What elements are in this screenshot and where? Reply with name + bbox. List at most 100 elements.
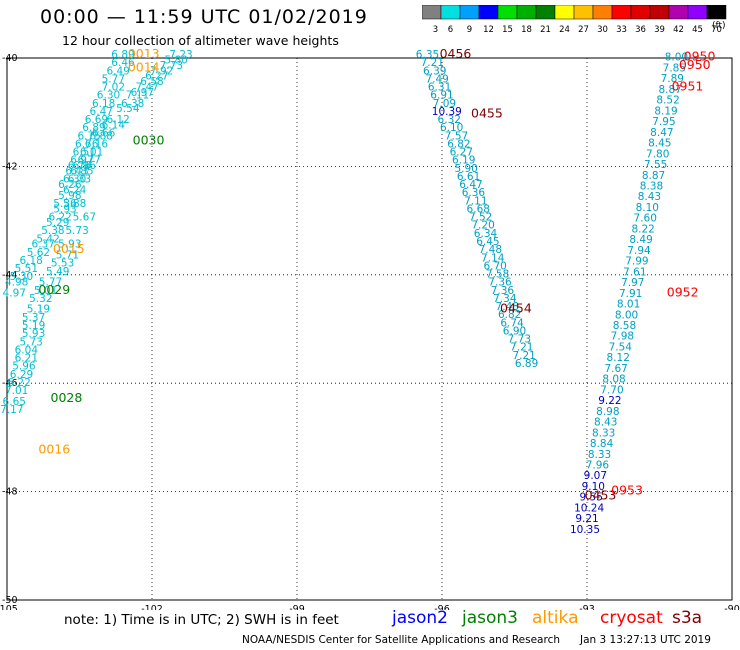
pass-label: 0016	[38, 442, 70, 457]
swh-value: 4.97	[3, 287, 26, 299]
swh-value: 6.22	[48, 212, 71, 224]
swh-value: 6.82	[447, 138, 470, 150]
swh-value: 6.18	[19, 255, 42, 267]
swh-value: 5.36	[53, 198, 77, 210]
swh-value: 7.91	[619, 288, 642, 300]
swh-value: 7.48	[496, 301, 519, 313]
lon-tick-label: -96	[434, 604, 450, 610]
swh-value: 6.76	[75, 138, 99, 150]
swh-value: 5.77	[39, 277, 62, 289]
swh-value: 5.93	[53, 203, 76, 215]
pass-label: 0029	[38, 282, 70, 297]
swh-value: 6.70	[483, 260, 506, 272]
swh-value: 8.08	[602, 374, 625, 386]
swh-value: 8.84	[590, 438, 614, 450]
colorbar-label: 36	[635, 25, 646, 35]
swh-value: 6.51	[73, 147, 96, 159]
swh-value: 5.93	[22, 328, 45, 340]
swh-value: 5.29	[46, 217, 69, 229]
legend-jason2: jason2	[392, 608, 448, 628]
colorbar: 3 6 9 12 15 18 21 24 27 30 33 36 39 42 45 70	[422, 5, 727, 35]
colorbar-unit: (ft)	[712, 21, 726, 31]
swh-value: 7.98	[611, 331, 634, 343]
swh-value: 6.34	[474, 228, 498, 240]
legend-s3a: s3a	[672, 608, 703, 628]
swh-value: 7.36	[488, 277, 512, 289]
lon-tick-label: -102	[141, 604, 163, 610]
swh-value: 7.36	[491, 285, 515, 297]
swh-value: 6.69	[85, 114, 108, 126]
lon-tick-label: -105	[0, 604, 18, 610]
swh-value: 5.96	[12, 361, 36, 373]
swh-value: 6.26	[58, 179, 82, 191]
legend-cryosat: cryosat	[600, 608, 663, 628]
swh-value: 6.30	[97, 90, 120, 102]
wave-height-map: -105-102-99-96-93-90-40-42-44-46-48-507.…	[0, 46, 740, 610]
swh-value: 5.73	[65, 225, 88, 237]
swh-value: 7.21	[421, 57, 444, 69]
swh-value: 7.21	[512, 350, 535, 362]
swh-value: 8.12	[607, 352, 630, 364]
swh-value: 6.89	[82, 122, 105, 134]
swh-value: 6.35	[416, 49, 439, 61]
pass-label: 0030	[133, 133, 165, 148]
swh-value: 6.66	[92, 128, 116, 140]
timestamp: Jan 3 13:27:13 UTC 2019	[580, 634, 711, 646]
colorbar-label: 12	[483, 25, 494, 35]
swh-value: 7.47	[135, 82, 158, 94]
swh-value: 6.65	[3, 396, 26, 408]
swh-value: 6.38	[121, 98, 144, 110]
swh-value: 6.31	[428, 82, 451, 94]
swh-value: 7.57	[445, 130, 468, 142]
swh-value: 6.27	[450, 147, 473, 159]
swh-value: 7.89	[661, 73, 684, 85]
swh-value: 9.10	[582, 481, 605, 493]
swh-value: 6.16	[85, 138, 109, 150]
swh-value: 7.55	[644, 159, 667, 171]
swh-value: 7.99	[625, 256, 648, 268]
swh-value: 6.76	[68, 160, 92, 172]
swh-value: 4.98	[5, 277, 28, 289]
swh-value: 8.49	[629, 234, 652, 246]
swh-value: 9.55	[580, 492, 603, 504]
colorbar-label: 21	[540, 25, 551, 35]
colorbar-label: 39	[654, 25, 665, 35]
swh-value: 5.73	[19, 336, 42, 348]
swh-value: 6.91	[430, 90, 453, 102]
swh-value: 8.38	[640, 180, 663, 192]
swh-value: 7.11	[464, 195, 487, 207]
swh-value: 6.12	[106, 114, 129, 126]
swh-value: 6.37	[32, 239, 55, 251]
swh-value: 8.01	[617, 299, 640, 311]
swh-value: 6.82	[498, 309, 521, 321]
swh-value: 7.01	[5, 385, 28, 397]
swh-value: 8.87	[658, 84, 681, 96]
swh-value: 5.19	[27, 304, 50, 316]
swh-value: 6.14	[102, 119, 126, 131]
swh-value: 5.30	[10, 271, 33, 283]
lat-tick-label: -44	[2, 270, 18, 281]
colorbar-swatch	[706, 5, 727, 20]
swh-value: 7.67	[604, 363, 627, 375]
swh-value: 8.10	[636, 202, 659, 214]
swh-value: 6.89	[515, 358, 538, 370]
swh-value: 6.32	[438, 114, 461, 126]
swh-value: 7.95	[652, 116, 675, 128]
swh-value: 7.02	[102, 82, 125, 94]
colorbar-label: 27	[578, 25, 589, 35]
swh-value: 6.45	[476, 236, 499, 248]
swh-value: 6.10	[440, 122, 463, 134]
swh-value: 7.34	[493, 293, 517, 305]
swh-value: 7.73	[160, 60, 183, 72]
swh-value: 6.22	[7, 377, 30, 389]
swh-value: 5.67	[73, 212, 96, 224]
swh-value: 10.39	[432, 106, 462, 118]
pass-label: 0454	[500, 301, 532, 316]
map-frame	[6, 57, 733, 601]
swh-value: 8.00	[665, 52, 688, 64]
swh-value: 7.09	[433, 98, 456, 110]
swh-value: 7.85	[663, 62, 686, 74]
swh-value: 5.19	[22, 320, 45, 332]
swh-value: 7.96	[586, 460, 610, 472]
swh-value: 6.97	[131, 87, 154, 99]
